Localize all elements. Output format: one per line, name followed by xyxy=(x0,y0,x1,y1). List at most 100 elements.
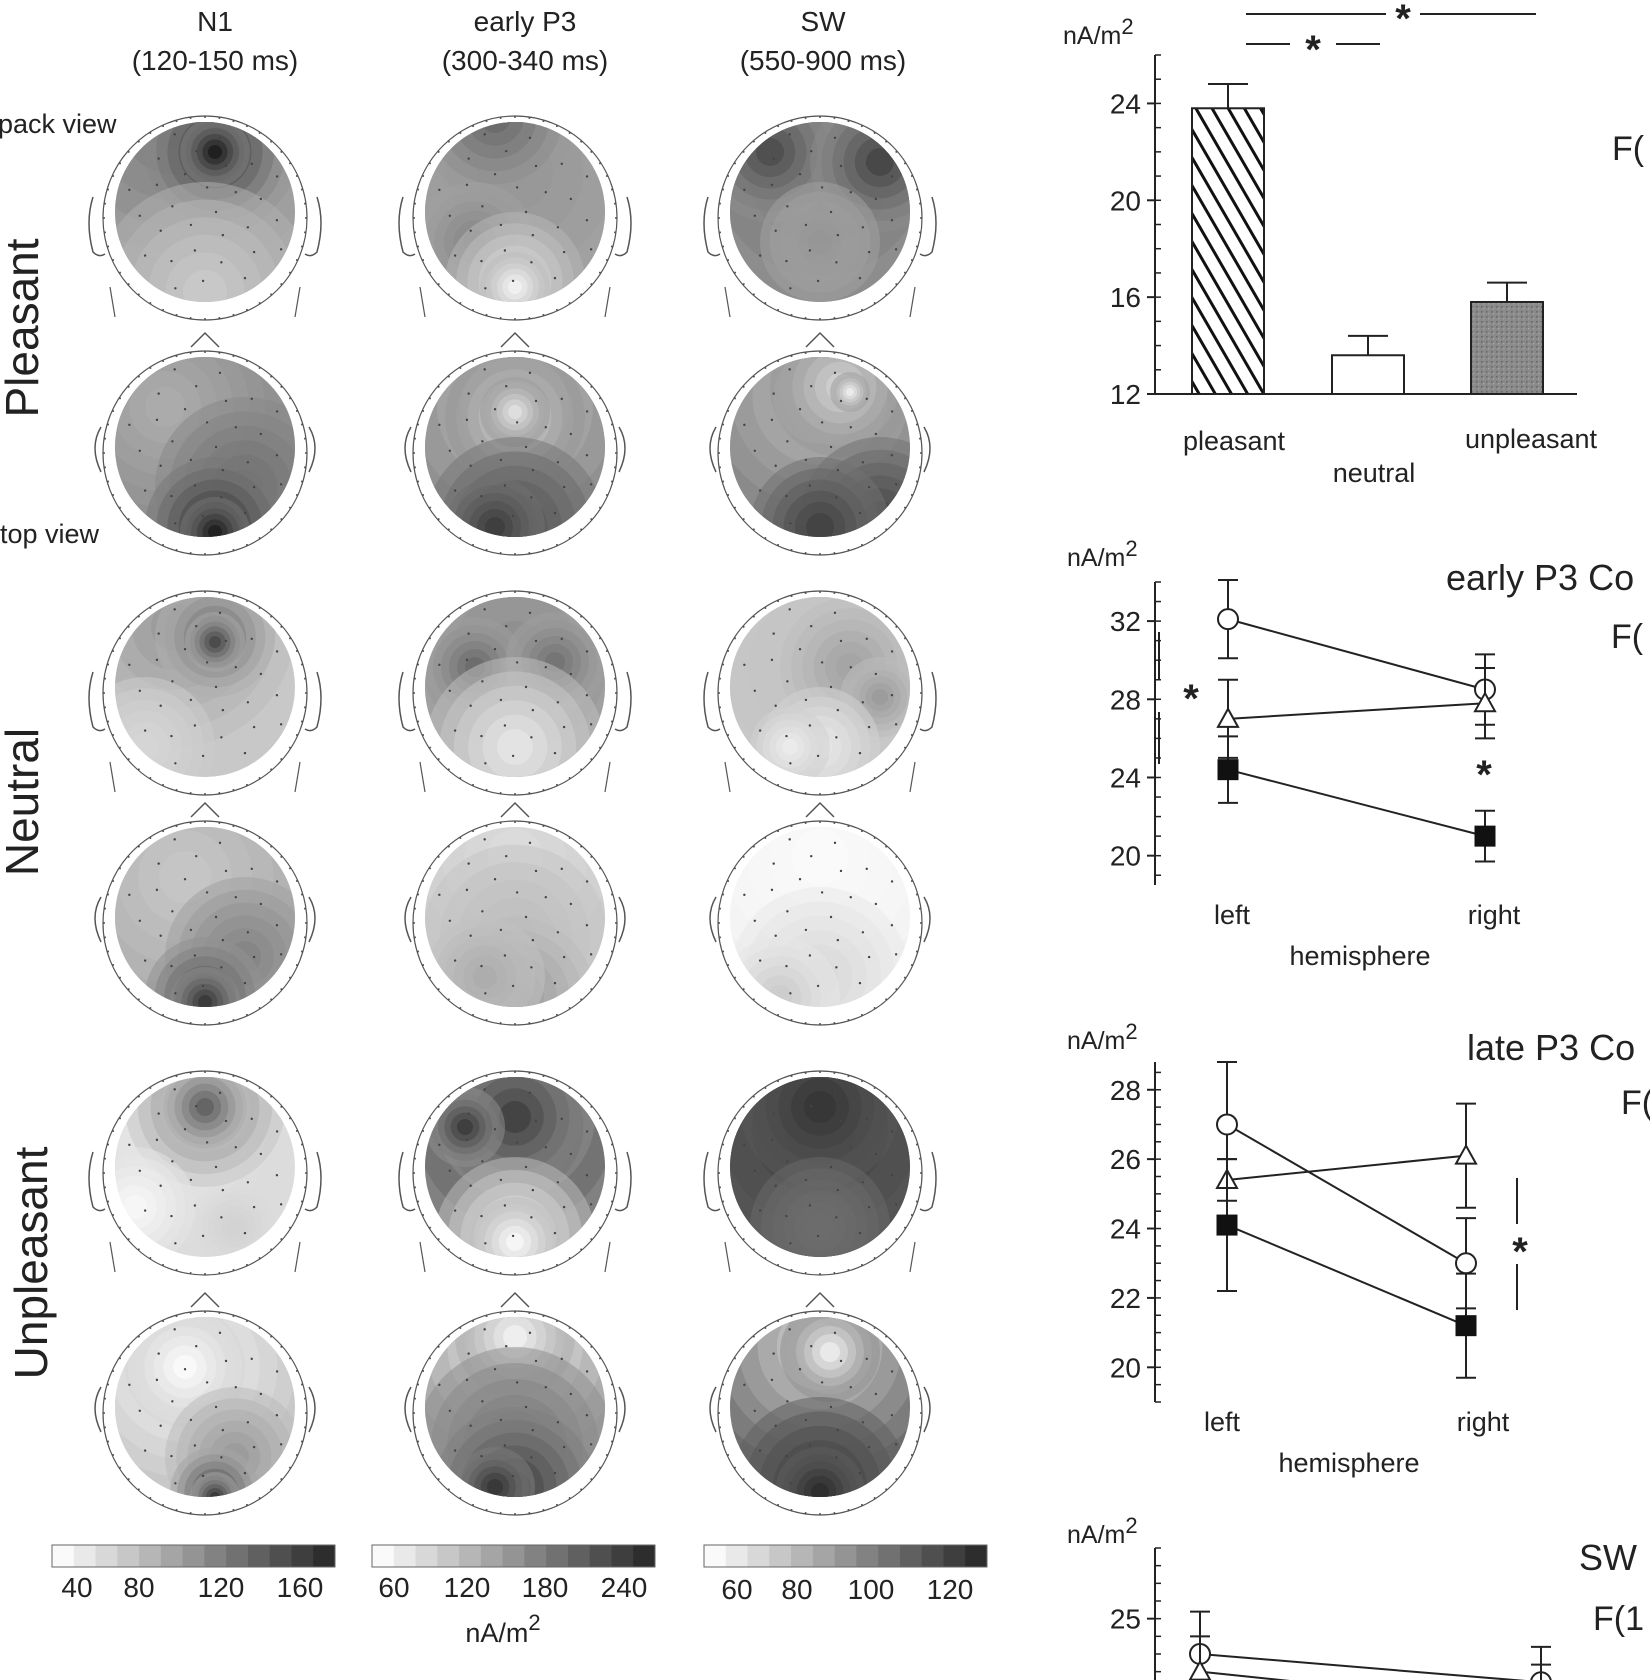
map-contour xyxy=(131,733,159,761)
back-view-label: pack view xyxy=(0,109,117,139)
electrode-dot xyxy=(137,1095,140,1098)
electrode-dot xyxy=(789,287,792,290)
electrode-dot xyxy=(270,1095,273,1098)
electrode-dot xyxy=(808,484,812,487)
electrode-dot xyxy=(505,1344,508,1348)
scale-tick: 120 xyxy=(927,1574,974,1605)
electrode-dot xyxy=(722,893,725,896)
electrode-dot xyxy=(220,966,223,969)
electrode-dot xyxy=(162,308,165,311)
electrode-dot xyxy=(149,1256,152,1259)
electrode-dot xyxy=(503,724,507,727)
electrode-dot xyxy=(910,175,913,178)
scale-early-p3: 60 120 180 240 nA/m2 xyxy=(371,1544,656,1648)
electrode-dot xyxy=(437,518,440,521)
electrode-dot xyxy=(615,1172,617,1174)
electrode-dot xyxy=(189,1312,192,1315)
electrode-dot xyxy=(615,692,617,694)
electrode-dot xyxy=(722,423,725,426)
electrode-dot xyxy=(303,202,306,205)
electrode-dot xyxy=(722,1143,725,1146)
electrode-dot xyxy=(417,188,420,191)
electrode-dot xyxy=(742,150,745,153)
ear-right-icon xyxy=(614,1151,632,1212)
electrode-dot xyxy=(903,1117,906,1120)
electrode-dot xyxy=(447,1248,450,1251)
electrode-dot xyxy=(270,1248,273,1251)
electrode-dot xyxy=(453,489,457,492)
scale-swatch xyxy=(546,1545,569,1567)
electrode-dot xyxy=(920,1172,922,1174)
electrode-dot xyxy=(183,1367,187,1371)
electrode-dot xyxy=(804,592,807,595)
electrode-dot xyxy=(270,1488,273,1491)
electrode-dot xyxy=(774,464,777,467)
bar-marks xyxy=(1191,83,1544,396)
electrode-dot xyxy=(774,1184,777,1187)
ear-left-icon xyxy=(94,896,102,943)
electrode-dot xyxy=(531,938,535,942)
electrode-dot xyxy=(173,368,176,371)
electrode-dot xyxy=(137,1335,140,1338)
electrode-dot xyxy=(734,1357,737,1360)
map-contour xyxy=(479,122,511,133)
electrode-dot xyxy=(288,271,291,274)
electrode-dot xyxy=(568,607,571,610)
scale-unit: nA/m2 xyxy=(465,1610,540,1648)
electrode-dot xyxy=(448,1409,452,1412)
electrode-dot xyxy=(847,595,850,598)
electrode-dot xyxy=(839,399,843,403)
electrode-dot xyxy=(544,1386,547,1389)
electrode-dot xyxy=(542,313,545,316)
electrode-dot xyxy=(514,1311,516,1313)
electrode-dot xyxy=(149,837,152,840)
electrode-dot xyxy=(104,907,107,910)
electrode-dot xyxy=(104,706,107,709)
y-tick-label: 23 xyxy=(1110,1674,1141,1680)
electrode-dot xyxy=(295,880,298,883)
electrode-dot xyxy=(104,1426,107,1429)
electrode-dot xyxy=(598,1357,601,1360)
series-line xyxy=(1227,768,1486,838)
electrode-dot xyxy=(119,867,122,870)
electrode-dot xyxy=(839,1359,843,1363)
electrode-dot xyxy=(836,468,840,472)
electrode-dot xyxy=(252,725,256,729)
electrode-dot xyxy=(259,1392,263,1396)
series-circle-open xyxy=(1189,1610,1552,1680)
electrode-dot xyxy=(214,210,218,214)
electrode-dot xyxy=(798,877,802,881)
electrode-dot xyxy=(873,1327,876,1330)
electrode-dot xyxy=(104,936,107,939)
electrode-dot xyxy=(175,1018,178,1021)
electrode-dot xyxy=(772,392,775,395)
electrode-dot xyxy=(758,1449,762,1452)
x-label-neutral: neutral xyxy=(1333,458,1416,488)
electrode-dot xyxy=(903,867,906,870)
electrode-dot xyxy=(189,458,193,462)
electrode-dot xyxy=(764,1256,767,1259)
electrode-dot xyxy=(829,210,833,214)
electrode-dot xyxy=(472,1320,475,1323)
electrode-dot xyxy=(605,1213,608,1216)
electrode-dot xyxy=(530,496,533,499)
electrode-dot xyxy=(259,672,263,676)
electrode-dot xyxy=(459,1327,462,1330)
scale-tick: 100 xyxy=(848,1574,895,1605)
electrode-dot xyxy=(119,1466,122,1469)
electrode-dot xyxy=(193,1444,197,1447)
electrode-dot xyxy=(861,1181,865,1184)
electrode-dot xyxy=(804,1312,807,1315)
electrode-dot xyxy=(819,1513,821,1515)
electrode-dot xyxy=(764,132,767,135)
electrode-dot xyxy=(480,494,483,498)
electrode-dot xyxy=(544,666,547,669)
electrode-dot xyxy=(218,117,221,120)
electrode-dot xyxy=(448,1169,452,1172)
topomap-head-7 xyxy=(88,590,322,796)
electrode-dot xyxy=(170,259,173,263)
electrode-dot xyxy=(429,976,432,979)
electrode-dot xyxy=(303,1397,306,1400)
electrode-dot xyxy=(858,751,862,755)
y-tick-label: 26 xyxy=(1110,1144,1141,1175)
